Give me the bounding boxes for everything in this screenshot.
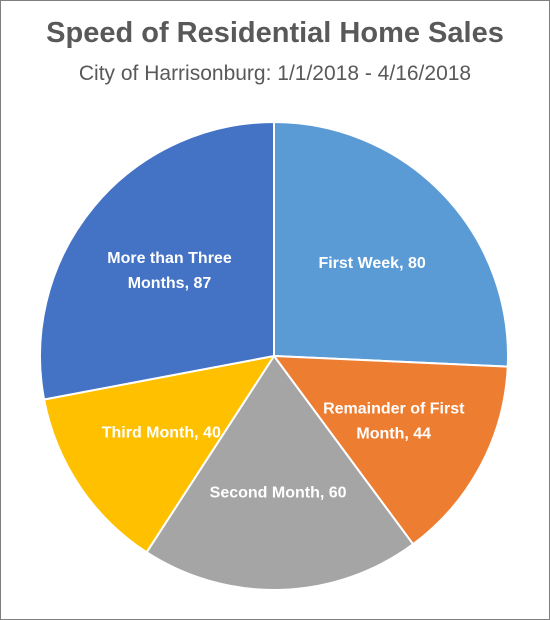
- slice-label-third-month: Third Month, 40: [102, 425, 221, 442]
- chart-subtitle: City of Harrisonburg: 1/1/2018 - 4/16/20…: [78, 62, 472, 85]
- slice-label-first-week: First Week, 80: [318, 255, 425, 272]
- chart-title: Speed of Residential Home Sales: [46, 17, 504, 49]
- pie-slice-more-than-three-months: [39, 121, 275, 401]
- pie-slice-first-week: [273, 121, 509, 368]
- pie-slice-third-month: [43, 355, 275, 554]
- pie-slice-remainder-of-first-month: [273, 355, 509, 546]
- slice-label-second-month: Second Month, 60: [210, 485, 347, 502]
- slice-label-remainder-of-first-month: Remainder of First Month, 44: [323, 400, 465, 442]
- slice-label-more-than-three-months: More than Three Months, 87: [107, 250, 232, 292]
- pie-slice-second-month: [145, 355, 415, 591]
